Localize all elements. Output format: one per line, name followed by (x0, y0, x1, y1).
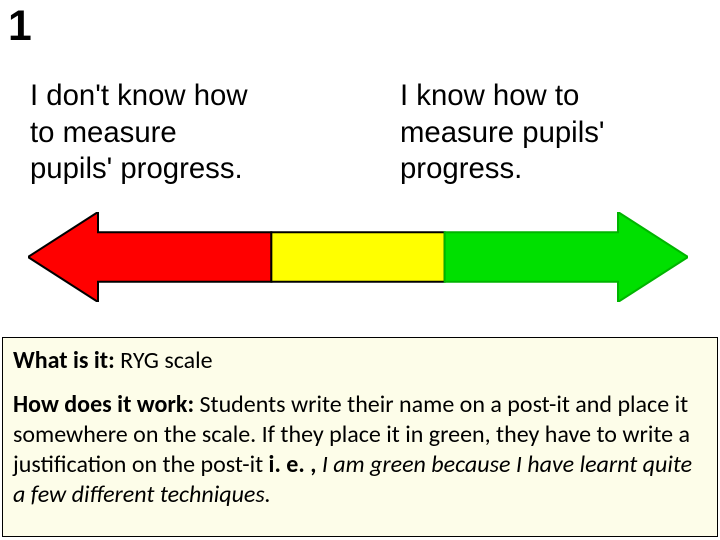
scale-label-left: I don't know how to measure pupils' prog… (30, 78, 260, 188)
what-is-it-line: What is it: RYG scale (13, 346, 707, 376)
arrow-segment-green (445, 212, 688, 302)
arrow-segment-yellow (271, 232, 444, 282)
spacer (13, 376, 707, 390)
slide-number: 1 (8, 2, 32, 51)
what-label: What is it: (13, 346, 115, 375)
what-value: RYG scale (115, 346, 213, 375)
how-bold-tail: i. e. , (269, 450, 322, 479)
ryg-arrow-svg (28, 212, 688, 302)
ryg-arrow-scale (28, 212, 688, 302)
arrow-segment-red (28, 212, 271, 302)
how-label: How does it work: (13, 390, 194, 419)
how-does-it-work-line: How does it work: Students write their n… (13, 390, 707, 510)
description-box: What is it: RYG scale How does it work: … (2, 337, 718, 537)
scale-label-right: I know how to measure pupils' progress. (400, 78, 630, 188)
